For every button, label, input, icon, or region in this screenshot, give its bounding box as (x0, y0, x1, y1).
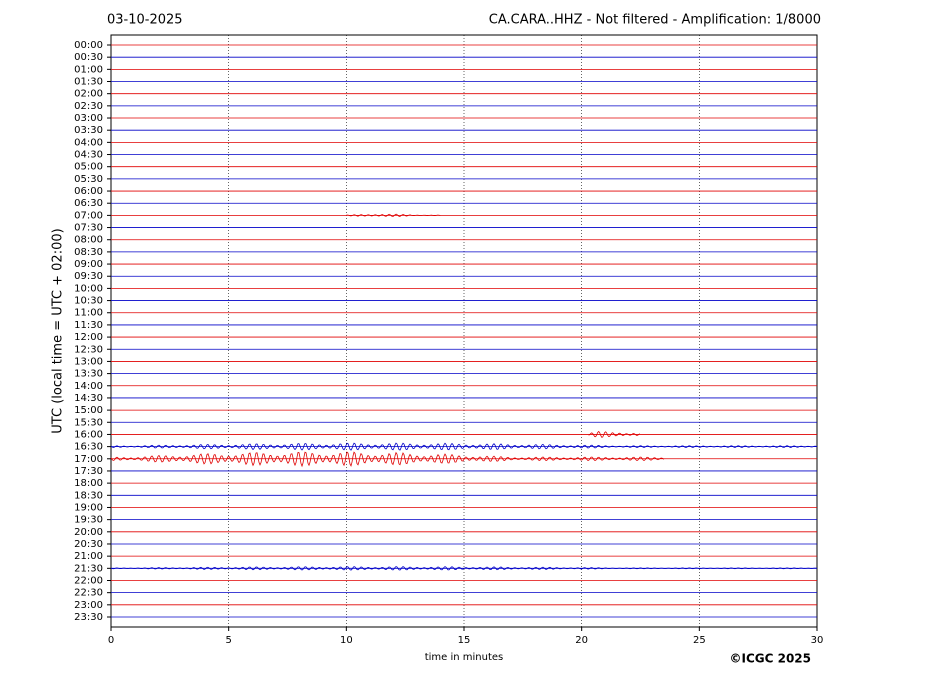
row-label: 08:00 (74, 235, 103, 246)
row-label: 02:30 (74, 101, 103, 112)
x-tick-label: 25 (693, 635, 706, 646)
row-label: 10:30 (74, 296, 103, 307)
row-label: 20:00 (74, 527, 103, 538)
row-label: 00:30 (74, 52, 103, 63)
row-label: 18:30 (74, 490, 103, 501)
row-label: 17:30 (74, 466, 103, 477)
row-label: 07:30 (74, 223, 103, 234)
row-label: 12:00 (74, 332, 103, 343)
y-axis-label: UTC (local time = UTC + 02:00) (51, 228, 66, 433)
row-label: 03:00 (74, 113, 103, 124)
row-label: 17:00 (74, 454, 103, 465)
x-tick-label: 10 (340, 635, 353, 646)
x-tick-label: 15 (458, 635, 471, 646)
row-label: 09:00 (74, 259, 103, 270)
row-label: 16:00 (74, 429, 103, 440)
x-tick-label: 5 (225, 635, 231, 646)
row-label: 20:30 (74, 539, 103, 550)
plot-frame (110, 34, 818, 628)
date: 03-10-2025 (107, 13, 183, 28)
x-tick-label: 20 (575, 635, 588, 646)
row-label: 22:00 (74, 575, 103, 586)
credit: ©ICGC 2025 (729, 652, 811, 666)
row-label: 04:30 (74, 150, 103, 161)
row-label: 03:30 (74, 125, 103, 136)
row-label: 06:00 (74, 186, 103, 197)
row-label: 11:30 (74, 320, 103, 331)
row-label: 01:00 (74, 64, 103, 75)
row-label: 21:00 (74, 551, 103, 562)
seismic-event (110, 442, 818, 451)
row-label: 06:30 (74, 198, 103, 209)
row-label: 13:30 (74, 369, 103, 380)
row-label: 14:00 (74, 381, 103, 392)
row-label: 15:00 (74, 405, 103, 416)
row-label: 12:30 (74, 344, 103, 355)
row-label: 09:30 (74, 271, 103, 282)
row-label: 10:00 (74, 283, 103, 294)
row-label: 15:30 (74, 417, 103, 428)
seismic-event (588, 430, 640, 438)
row-label: 13:00 (74, 356, 103, 367)
row-label: 23:30 (74, 612, 103, 623)
chart-title: CA.CARA..HHZ - Not filtered - Amplificat… (489, 13, 821, 28)
row-label: 00:00 (74, 40, 103, 51)
row-label: 18:00 (74, 478, 103, 489)
row-label: 08:30 (74, 247, 103, 258)
row-label: 22:30 (74, 588, 103, 599)
x-tick-label: 30 (811, 635, 824, 646)
row-label: 21:30 (74, 563, 103, 574)
x-axis-label: time in minutes (425, 652, 504, 663)
row-label: 14:30 (74, 393, 103, 404)
row-label: 19:30 (74, 515, 103, 526)
x-tick-label: 0 (108, 635, 114, 646)
row-label: 01:30 (74, 77, 103, 88)
seismic-event (346, 213, 441, 217)
row-label: 05:30 (74, 174, 103, 185)
seismic-event (110, 451, 665, 468)
row-label: 19:00 (74, 502, 103, 513)
row-label: 02:00 (74, 89, 103, 100)
row-label: 04:00 (74, 137, 103, 148)
row-label: 23:00 (74, 600, 103, 611)
seismic-event (110, 566, 818, 571)
row-label: 16:30 (74, 442, 103, 453)
row-label: 05:00 (74, 162, 103, 173)
row-label: 11:00 (74, 308, 103, 319)
row-label: 07:00 (74, 210, 103, 221)
